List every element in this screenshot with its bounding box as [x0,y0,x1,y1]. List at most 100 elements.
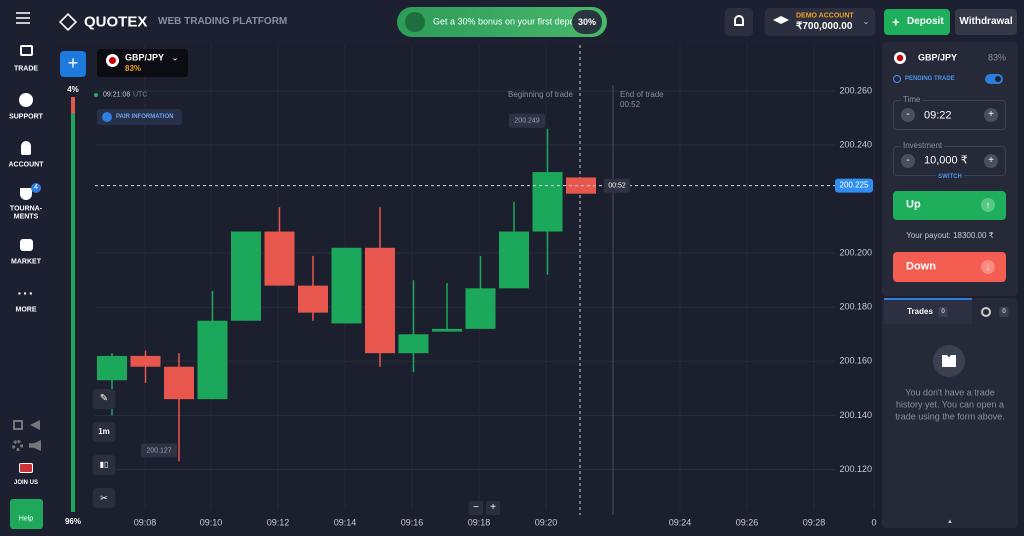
support-icon[interactable] [19,93,33,107]
x-tick-label: 0 [871,517,876,527]
rocket-icon [405,12,425,32]
trade-icon[interactable] [20,45,33,56]
nav-label[interactable]: TOURNA- [9,205,43,213]
promo-badge[interactable]: 30% [572,10,602,34]
history-icon[interactable] [981,307,991,317]
clock-icon [893,75,901,83]
balance[interactable]: ₹700,000.00 [796,21,853,32]
time-plus[interactable]: + [984,108,998,122]
sound-icon[interactable] [29,440,41,451]
down-arrow: ↓ [981,260,995,274]
empty-text: You don't have a trade [905,387,995,398]
account-icon[interactable] [21,141,31,155]
y-tick-label: 200.160 [839,356,872,366]
switch-label[interactable]: SWITCH [936,174,964,180]
join-icon[interactable] [19,463,33,473]
up-arrow: ↑ [981,198,995,212]
chart-type-tool[interactable]: ▮▯ [93,455,115,475]
empty-icon [933,345,965,377]
timezone: UTC [133,91,148,99]
nav-label[interactable]: MENTS [13,213,39,221]
trades-tab[interactable] [884,298,972,324]
withdrawal-button[interactable] [955,9,1017,35]
candle-body [499,231,529,289]
more-icon[interactable]: ··· [17,285,35,301]
settings-icon[interactable] [12,440,23,451]
price-tag: 200.249 [514,118,539,125]
bell-icon [734,15,744,26]
chevron: ⌄ [862,17,870,26]
x-tick-label: 09:14 [334,517,357,527]
pair-info-label[interactable]: PAIR INFORMATION [116,114,174,120]
help-label[interactable]: Help [18,515,34,523]
x-tick-label: 09:18 [468,517,491,527]
investment-minus[interactable]: - [901,154,915,168]
time-label: Time [901,95,923,104]
zoom-out[interactable]: − [469,501,483,515]
y-tick-label: 200.120 [839,464,872,474]
tournaments-icon[interactable] [20,188,32,200]
add-chart-button[interactable]: + [60,51,86,77]
asset-payout: 83% [125,64,142,73]
up-label[interactable]: Up [906,198,921,211]
x-tick-label: 09:12 [267,517,290,527]
price-tag-box [509,113,545,128]
sentiment-down-label: 4% [67,85,79,94]
trades-tab-label[interactable]: Trades [907,307,933,316]
timer: 00:52 [608,182,626,189]
candle-body [164,366,194,400]
withdrawal-label[interactable]: Withdrawal [959,16,1013,27]
y-tick-label: 200.180 [839,302,872,312]
x-tick-label: 09:10 [200,517,223,527]
menu-icon[interactable] [16,12,30,24]
account-type[interactable]: DEMO ACCOUNT [796,12,854,20]
y-tick-label: 200.240 [839,139,872,149]
investment-plus[interactable]: + [984,154,998,168]
end-countdown: 00:52 [620,100,641,109]
sentiment-down [71,97,75,114]
candle-body [231,231,261,321]
candle-body [365,247,395,354]
history-count: 0 [999,307,1009,317]
candle-body [532,172,563,232]
collapse-icon[interactable] [30,420,40,430]
draw-tool[interactable]: ✎ [93,389,115,409]
nav-label[interactable]: ACCOUNT [8,161,44,169]
indicators-tool[interactable]: ✂ [93,488,115,508]
brand[interactable]: QUOTEX [84,13,148,31]
panel-asset[interactable]: GBP/JPY [918,52,958,63]
sentiment-up [71,113,75,512]
nav-label[interactable]: TRADE [13,65,39,73]
nav-label[interactable]: MARKET [11,258,41,266]
sentiment-up-label: 96% [65,517,81,526]
candle-body [264,231,295,286]
fullscreen-icon[interactable] [13,420,23,430]
badge: 4 [31,183,41,193]
timeframe-button[interactable]: 1m [93,422,115,442]
deposit-label[interactable]: Deposit [907,16,944,27]
promo-text[interactable]: Get a 30% bonus on your first deposit [433,16,584,27]
current-price: 200.225 [840,181,869,190]
pending-trade[interactable]: PENDING TRADE [905,76,955,82]
help-button[interactable] [10,499,43,529]
zoom-in[interactable]: + [486,501,500,515]
time-minus[interactable]: - [901,108,915,122]
expand-arrow[interactable]: ▲ [947,519,953,525]
market-icon[interactable] [20,239,33,251]
investment-value[interactable]: 10,000 ₹ [924,154,968,167]
down-label[interactable]: Down [906,260,936,273]
time-value[interactable]: 09:22 [924,109,952,122]
join-label[interactable]: JOIN US [13,480,39,486]
candle-body [432,328,462,332]
pair-info-button[interactable] [97,109,182,125]
asset-name[interactable]: GBP/JPY [125,52,165,63]
time-input[interactable] [893,100,1006,130]
nav-label[interactable]: MORE [15,306,37,314]
begin-label: Beginning of trade [508,90,573,99]
deposit-button[interactable] [884,9,950,35]
x-tick-label: 09:08 [134,517,157,527]
pending-toggle[interactable] [985,74,1003,84]
nav-label[interactable]: SUPPORT [9,113,43,121]
